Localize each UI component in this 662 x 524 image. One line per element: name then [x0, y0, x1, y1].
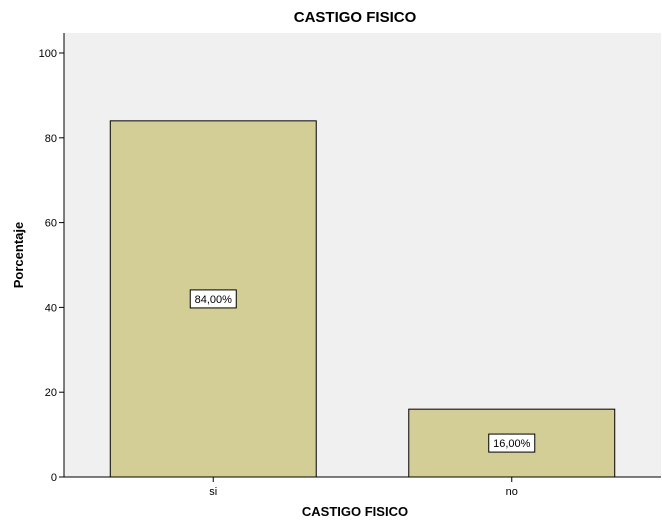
data-label: 16,00%	[493, 438, 531, 450]
data-label: 84,00%	[195, 294, 233, 306]
y-tick-label: 100	[39, 48, 57, 60]
bars: 84,00% 16,00%	[109, 120, 616, 478]
x-axis-title: CASTIGO FISICO	[302, 504, 408, 519]
y-axis-ticks: 0 20 40 60 80 100	[39, 48, 64, 484]
y-axis-title: Porcentaje	[11, 222, 26, 288]
bar-si	[109, 120, 317, 478]
x-tick-label: si	[209, 486, 217, 498]
chart-title: CASTIGO FISICO	[294, 9, 417, 26]
x-axis-ticks: si no	[209, 477, 518, 498]
data-label-box	[488, 433, 536, 453]
y-tick-label: 40	[45, 302, 57, 314]
y-tick-label: 20	[45, 387, 57, 399]
y-tick-label: 0	[51, 472, 57, 484]
data-label-box	[189, 289, 237, 309]
x-tick-label: no	[506, 486, 518, 498]
y-tick-label: 80	[45, 133, 57, 145]
y-tick-label: 60	[45, 218, 57, 230]
